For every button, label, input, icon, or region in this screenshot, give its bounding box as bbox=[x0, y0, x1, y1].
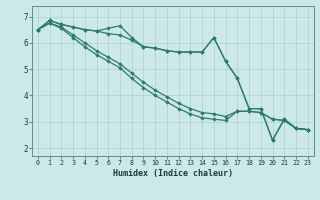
X-axis label: Humidex (Indice chaleur): Humidex (Indice chaleur) bbox=[113, 169, 233, 178]
